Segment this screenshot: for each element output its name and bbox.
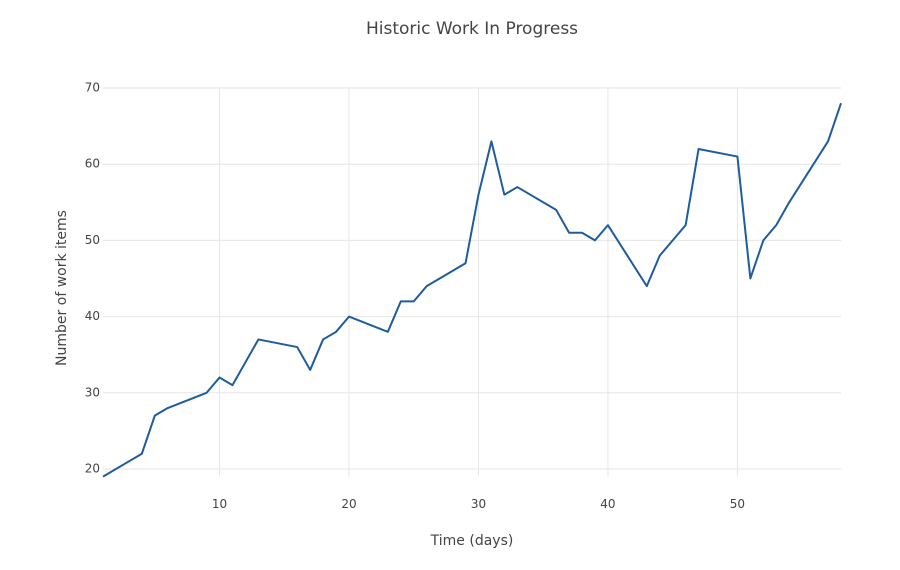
- chart-title: Historic Work In Progress: [366, 19, 578, 39]
- x-tick-label: 50: [730, 497, 745, 511]
- x-tick-label: 30: [471, 497, 486, 511]
- y-tick-label: 30: [85, 385, 100, 399]
- y-tick-label: 20: [85, 461, 100, 475]
- y-tick-label: 70: [85, 81, 100, 95]
- y-tick-label: 40: [85, 309, 100, 323]
- x-tick-label: 20: [341, 497, 356, 511]
- x-axis-title: Time (days): [430, 533, 514, 549]
- y-tick-label: 60: [85, 157, 100, 171]
- x-tick-label: 10: [212, 497, 227, 511]
- y-tick-label: 50: [85, 233, 100, 247]
- y-axis-title: Number of work items: [54, 210, 70, 366]
- line: [102, 102, 842, 478]
- x-tick-label: 40: [600, 497, 615, 511]
